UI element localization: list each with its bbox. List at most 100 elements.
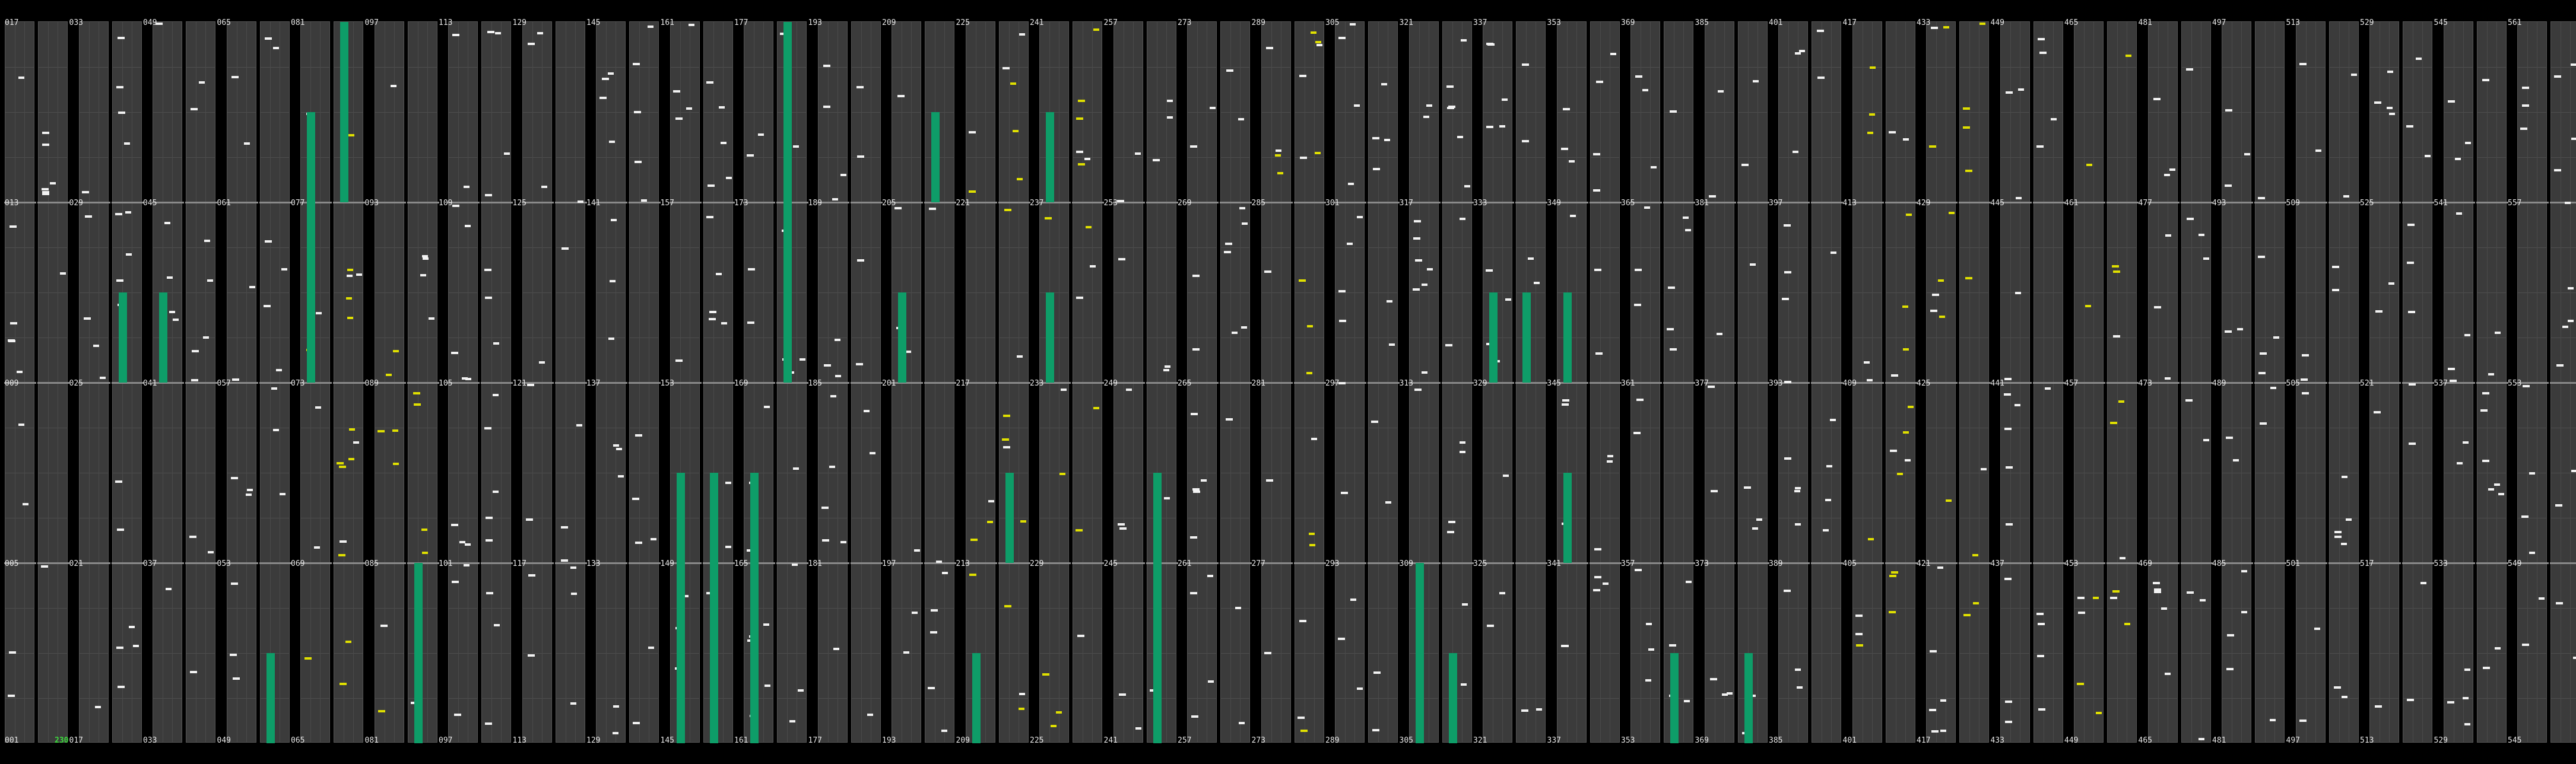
note-marker[interactable] <box>672 90 680 93</box>
channel-track[interactable] <box>1072 21 1104 743</box>
note-marker[interactable] <box>243 142 250 145</box>
note-marker[interactable] <box>1125 389 1132 391</box>
note-marker[interactable] <box>1560 148 1568 150</box>
note-marker[interactable] <box>2464 668 2470 671</box>
note-marker[interactable] <box>2462 697 2469 699</box>
note-marker[interactable] <box>1371 421 1378 423</box>
note-marker[interactable] <box>2529 552 2535 554</box>
note-marker[interactable] <box>199 81 205 84</box>
note-marker[interactable] <box>2004 578 2012 580</box>
note-marker[interactable] <box>1373 671 1381 674</box>
note-marker[interactable] <box>1902 348 1909 351</box>
note-marker[interactable] <box>1387 300 1392 303</box>
note-marker[interactable] <box>707 184 715 187</box>
note-marker[interactable] <box>2420 582 2426 584</box>
note-marker[interactable] <box>452 205 459 207</box>
channel-track[interactable] <box>965 21 997 743</box>
note-marker[interactable] <box>1830 419 1836 421</box>
note-marker[interactable] <box>2554 75 2561 78</box>
note-marker[interactable] <box>2227 634 2234 636</box>
note-marker[interactable] <box>504 152 510 155</box>
note-marker[interactable] <box>413 392 420 394</box>
note-marker[interactable] <box>1505 298 1511 301</box>
note-marker[interactable] <box>1421 371 1427 374</box>
note-marker[interactable] <box>1486 269 1493 272</box>
note-marker[interactable] <box>1338 638 1345 640</box>
channel-track[interactable] <box>2147 21 2180 743</box>
note-marker[interactable] <box>1905 214 1912 216</box>
note-marker[interactable] <box>465 543 471 546</box>
note-marker[interactable] <box>1192 348 1200 351</box>
note-marker[interactable] <box>2573 657 2576 659</box>
note-marker[interactable] <box>1191 413 1198 415</box>
active-pattern-bar[interactable] <box>266 653 275 743</box>
note-marker[interactable] <box>1308 533 1315 535</box>
note-marker[interactable] <box>1890 374 1898 377</box>
note-marker[interactable] <box>869 452 875 454</box>
note-marker[interactable] <box>1192 488 1200 491</box>
note-marker[interactable] <box>1459 218 1465 220</box>
note-marker[interactable] <box>1310 31 1316 34</box>
note-marker[interactable] <box>1076 117 1083 120</box>
note-marker[interactable] <box>1164 365 1170 368</box>
note-marker[interactable] <box>725 546 731 548</box>
note-marker[interactable] <box>1412 288 1420 291</box>
note-marker[interactable] <box>60 272 66 275</box>
note-marker[interactable] <box>1152 159 1160 161</box>
note-marker[interactable] <box>2523 385 2530 387</box>
note-marker[interactable] <box>2416 58 2422 60</box>
note-marker[interactable] <box>1799 50 1805 52</box>
channel-column[interactable] <box>2073 21 2142 743</box>
channel-column[interactable] <box>1039 21 1107 743</box>
note-marker[interactable] <box>1595 81 1603 83</box>
channel-track[interactable] <box>817 21 849 743</box>
note-marker[interactable] <box>789 720 795 722</box>
note-marker[interactable] <box>970 539 978 541</box>
note-marker[interactable] <box>1306 325 1313 327</box>
channel-track[interactable] <box>2476 21 2508 743</box>
note-marker[interactable] <box>377 710 385 712</box>
note-marker[interactable] <box>1210 107 1216 109</box>
note-marker[interactable] <box>942 572 948 574</box>
note-marker[interactable] <box>928 687 935 689</box>
note-marker[interactable] <box>2299 63 2307 65</box>
channel-track[interactable] <box>2442 21 2475 743</box>
note-marker[interactable] <box>1084 158 1090 160</box>
channel-column[interactable] <box>448 21 516 743</box>
note-marker[interactable] <box>1568 160 1575 163</box>
active-pattern-bar[interactable] <box>676 473 685 743</box>
note-marker[interactable] <box>314 546 320 549</box>
note-marker[interactable] <box>452 581 459 583</box>
note-marker[interactable] <box>1499 125 1505 128</box>
channel-track[interactable] <box>629 21 661 743</box>
note-marker[interactable] <box>99 377 106 379</box>
note-marker[interactable] <box>2152 582 2160 584</box>
note-marker[interactable] <box>1817 30 1824 32</box>
note-marker[interactable] <box>493 342 499 345</box>
note-marker[interactable] <box>1487 625 1494 627</box>
note-marker[interactable] <box>525 518 533 521</box>
note-marker[interactable] <box>1867 132 1873 134</box>
note-marker[interactable] <box>1350 599 1356 601</box>
note-marker[interactable] <box>1592 189 1600 192</box>
note-marker[interactable] <box>903 651 909 654</box>
note-marker[interactable] <box>230 477 238 479</box>
note-marker[interactable] <box>2039 52 2047 54</box>
note-marker[interactable] <box>1413 237 1420 240</box>
note-marker[interactable] <box>353 441 359 444</box>
note-marker[interactable] <box>1932 294 1939 296</box>
channel-track[interactable] <box>448 21 480 743</box>
note-marker[interactable] <box>1314 152 1321 154</box>
note-marker[interactable] <box>1752 527 1758 530</box>
active-pattern-bar[interactable] <box>750 473 759 743</box>
note-marker[interactable] <box>8 695 15 697</box>
note-marker[interactable] <box>2539 597 2545 600</box>
channel-track[interactable] <box>259 21 291 743</box>
note-marker[interactable] <box>1019 33 1025 36</box>
note-marker[interactable] <box>345 641 351 643</box>
note-marker[interactable] <box>1784 224 1791 227</box>
active-pattern-bar[interactable] <box>1415 563 1424 743</box>
note-marker[interactable] <box>821 539 829 542</box>
note-marker[interactable] <box>2556 364 2564 367</box>
note-marker[interactable] <box>1782 298 1789 300</box>
